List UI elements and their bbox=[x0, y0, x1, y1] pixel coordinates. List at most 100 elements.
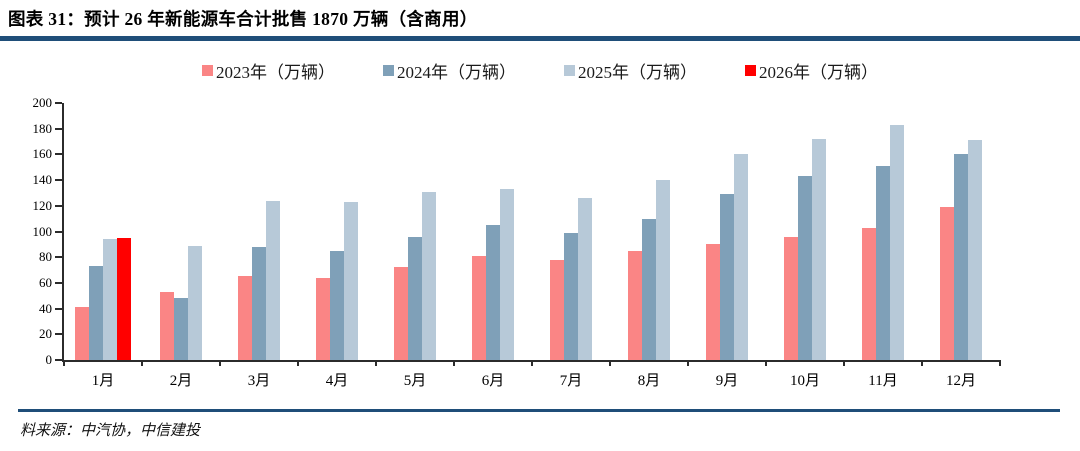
bar-2025-12月 bbox=[968, 140, 982, 360]
bar-2023-5月 bbox=[394, 267, 408, 360]
x-axis-label-12月: 12月 bbox=[945, 373, 976, 389]
bar-group-3月 bbox=[220, 103, 298, 360]
y-axis-label: 100 bbox=[32, 223, 53, 239]
x-axis-label-5月: 5月 bbox=[403, 373, 427, 389]
bar-2025-9月 bbox=[734, 154, 748, 360]
bar-2025-2月 bbox=[188, 245, 202, 360]
bar-2025-3月 bbox=[266, 200, 280, 360]
bar-2024-5月 bbox=[408, 236, 422, 360]
bar-2024-3月 bbox=[252, 246, 266, 360]
x-axis-tick bbox=[921, 360, 923, 366]
y-axis-label: 200 bbox=[32, 95, 53, 110]
bar-2023-9月 bbox=[706, 244, 720, 360]
x-axis-tick bbox=[609, 360, 611, 366]
legend-swatch-icon bbox=[564, 64, 575, 76]
bar-2025-5月 bbox=[422, 191, 436, 360]
y-axis-tick bbox=[55, 204, 62, 207]
x-axis-tick bbox=[843, 360, 845, 366]
x-axis-label-9月: 9月 bbox=[715, 373, 739, 389]
y-axis-tick bbox=[55, 281, 62, 284]
bar-group-12月 bbox=[922, 103, 1000, 360]
bar-2025-11月 bbox=[890, 124, 904, 360]
chart-legend: 2023年（万辆） 2024年（万辆） 2025年（万辆） 2026年（万辆） bbox=[0, 57, 1080, 83]
y-axis-tick bbox=[55, 359, 62, 361]
x-axis-tick bbox=[141, 360, 143, 366]
title-underline-bar bbox=[0, 36, 1080, 41]
legend-swatch-icon bbox=[202, 64, 213, 76]
plot-area: 0 20 40 60 80 100 120 140 160 180 200 1月 2月 3月 4月 5月 6月 7… bbox=[33, 95, 1001, 389]
source-note: 料来源：中汽协，中信建投 bbox=[20, 423, 201, 439]
legend-label: 2023年（万辆） bbox=[216, 62, 335, 82]
bar-2023-12月 bbox=[940, 207, 954, 360]
y-axis-tick bbox=[55, 230, 62, 233]
bar-group-4月 bbox=[298, 103, 376, 360]
bar-2023-3月 bbox=[238, 276, 252, 360]
x-axis-tick bbox=[297, 360, 299, 366]
x-axis-label-6月: 6月 bbox=[481, 373, 505, 389]
bar-group-5月 bbox=[376, 103, 454, 360]
bar-2025-4月 bbox=[344, 201, 358, 360]
bar-group-8月 bbox=[610, 103, 688, 360]
y-axis-label: 80 bbox=[39, 249, 52, 265]
bar-2023-10月 bbox=[784, 236, 798, 360]
y-axis-label: 120 bbox=[32, 197, 53, 213]
bar-group-2月 bbox=[142, 103, 220, 360]
legend-item-2023: 2023年（万辆） bbox=[202, 58, 335, 83]
y-axis-label: 20 bbox=[39, 326, 52, 342]
bar-2023-11月 bbox=[862, 227, 876, 360]
bar-2024-2月 bbox=[174, 298, 188, 360]
y-axis-tick bbox=[55, 127, 62, 130]
x-axis-tick bbox=[765, 360, 767, 366]
legend-label: 2024年（万辆） bbox=[397, 62, 516, 82]
bar-2023-7月 bbox=[550, 259, 564, 360]
x-axis-tick bbox=[453, 360, 455, 366]
bar-2024-12月 bbox=[954, 154, 968, 360]
legend-label: 2025年（万辆） bbox=[578, 62, 697, 82]
x-axis-tick bbox=[687, 360, 689, 366]
bar-2024-10月 bbox=[798, 176, 812, 360]
x-axis-label-3月: 3月 bbox=[247, 373, 271, 389]
bar-2024-7月 bbox=[564, 232, 578, 360]
bar-2025-6月 bbox=[500, 189, 514, 360]
y-axis-tick bbox=[55, 333, 62, 336]
y-axis-label: 0 bbox=[45, 352, 53, 367]
bar-2025-10月 bbox=[812, 138, 826, 360]
bar-2024-9月 bbox=[720, 194, 734, 360]
footer-divider bbox=[18, 409, 1060, 412]
legend-label: 2026年（万辆） bbox=[759, 62, 878, 82]
x-axis-label-2月: 2月 bbox=[169, 373, 193, 389]
x-axis-tick bbox=[375, 360, 377, 366]
bar-2024-6月 bbox=[486, 225, 500, 360]
x-axis-label-11月: 11月 bbox=[868, 373, 898, 389]
legend-swatch-icon bbox=[745, 64, 756, 76]
x-axis-label-7月: 7月 bbox=[559, 373, 583, 389]
bar-2024-11月 bbox=[876, 165, 890, 360]
x-axis-label-4月: 4月 bbox=[325, 373, 349, 389]
chart-title: 图表 31：预计 26 年新能源车合计批售 1870 万辆（含商用） bbox=[8, 9, 478, 29]
legend-item-2025: 2025年（万辆） bbox=[564, 58, 697, 83]
bar-group-9月 bbox=[688, 103, 766, 360]
y-axis-label: 140 bbox=[32, 172, 53, 188]
legend-item-2024: 2024年（万辆） bbox=[383, 58, 516, 83]
bar-2023-1月 bbox=[75, 307, 89, 360]
bar-2023-6月 bbox=[472, 255, 486, 360]
bar-2025-1月 bbox=[103, 239, 117, 360]
y-axis-tick bbox=[55, 102, 62, 104]
bar-2025-8月 bbox=[656, 180, 670, 360]
x-axis-tick bbox=[999, 360, 1001, 366]
legend-swatch-icon bbox=[383, 64, 394, 76]
bar-group-1月 bbox=[64, 103, 142, 360]
y-axis-tick bbox=[55, 153, 62, 156]
bar-group-11月 bbox=[844, 103, 922, 360]
y-axis-label: 160 bbox=[32, 146, 53, 162]
bar-2023-8月 bbox=[628, 250, 642, 360]
x-axis-tick bbox=[531, 360, 533, 366]
x-axis-tick bbox=[219, 360, 221, 366]
bar-group-6月 bbox=[454, 103, 532, 360]
y-axis-label: 180 bbox=[32, 120, 53, 136]
bar-2026-1月 bbox=[117, 237, 131, 360]
y-axis-tick bbox=[55, 307, 62, 310]
y-axis-label: 40 bbox=[39, 300, 52, 316]
y-axis-tick bbox=[55, 179, 62, 182]
x-axis-tick bbox=[63, 360, 65, 366]
